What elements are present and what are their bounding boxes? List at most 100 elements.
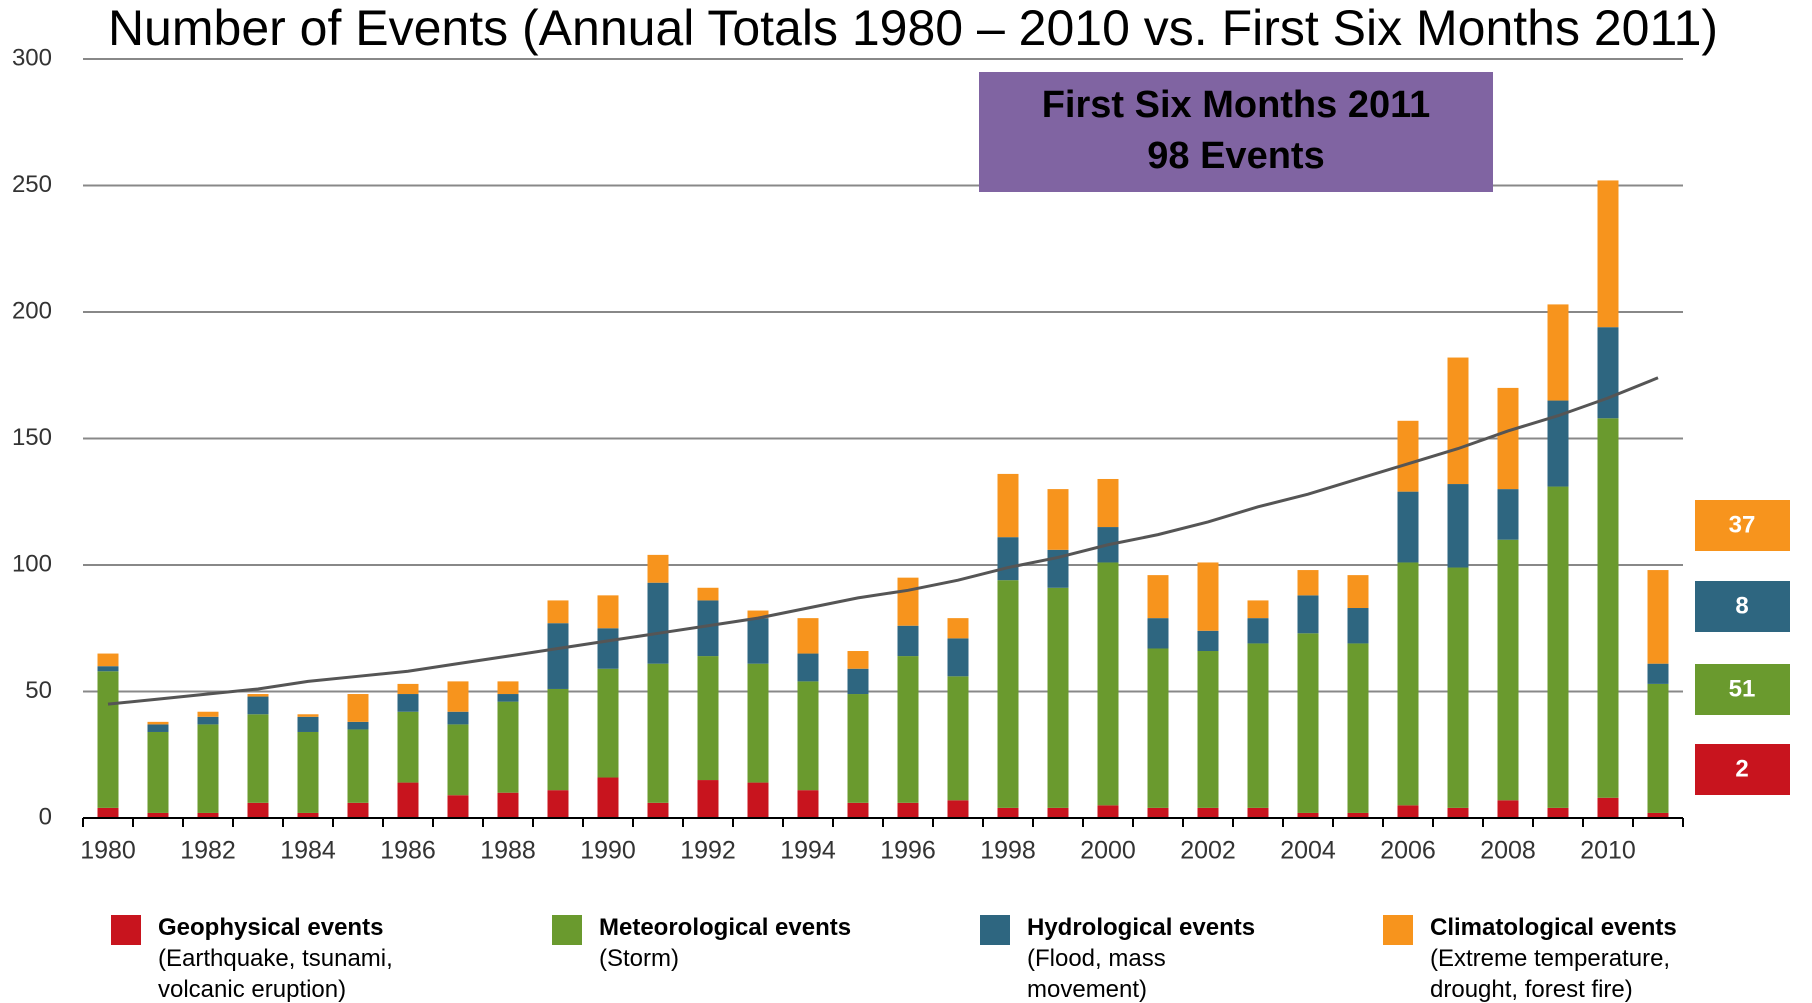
bar-segment [597, 668, 619, 778]
bar-segment [1397, 420, 1419, 492]
bar-segment [697, 780, 719, 818]
bar-segment [747, 782, 769, 818]
bar-segment [747, 618, 769, 664]
legend-swatch [111, 915, 141, 945]
bar-segment [547, 688, 569, 791]
bar-segment [797, 681, 819, 791]
x-tick-label: 1998 [980, 837, 1036, 865]
bar-segment [347, 721, 369, 730]
bar-segment [647, 663, 669, 803]
legend-entry: Meteorological events (Storm) [599, 912, 851, 974]
bar-segment [297, 731, 319, 813]
bar-segment [647, 802, 669, 818]
bar-segment [347, 729, 369, 803]
bar-segment [1097, 805, 1119, 818]
value-label-box [1695, 500, 1790, 551]
bar-segment [1547, 807, 1569, 818]
bar-segment [1297, 812, 1319, 818]
bar-segment [847, 651, 869, 669]
legend-description: movement) [1027, 976, 1148, 1003]
bar-segment [847, 668, 869, 695]
x-tick-label: 2010 [1580, 837, 1636, 865]
bar-segment [147, 731, 169, 813]
annotation-text: First Six Months 2011 [1042, 84, 1431, 126]
bar-segment [897, 625, 919, 657]
value-label-box [1695, 664, 1790, 715]
bar-segment [1247, 643, 1269, 808]
value-label: 2 [1735, 755, 1748, 782]
legend-description: volcanic eruption) [158, 976, 347, 1003]
legend-swatch [1383, 915, 1413, 945]
x-tick-label: 2008 [1480, 837, 1536, 865]
bar-segment [1597, 327, 1619, 419]
y-tick-label: 300 [12, 44, 52, 71]
value-label-box [1695, 744, 1790, 795]
x-tick-label: 1990 [580, 837, 636, 865]
bar-segment [797, 790, 819, 818]
bar-segment [197, 724, 219, 813]
bar-segment [497, 792, 519, 818]
bar-segment [1397, 562, 1419, 806]
bar-segment [147, 721, 169, 725]
legend-label: Meteorological events [599, 914, 852, 941]
bar-segment [997, 580, 1019, 808]
value-label: 37 [1729, 511, 1756, 538]
chart-title: Number of Events (Annual Totals 1980 – 2… [108, 0, 1718, 56]
legend-description: drought, forest fire) [1430, 976, 1633, 1003]
bar-segment [647, 582, 669, 664]
legend-description: (Extreme temperature, [1430, 945, 1671, 972]
annotation-text: 98 Events [1147, 135, 1324, 177]
x-tick-label: 1992 [680, 837, 736, 865]
bar-segment [1647, 683, 1669, 813]
bar-segment [1497, 387, 1519, 490]
legend-description: (Earthquake, tsunami, [158, 945, 393, 972]
legend-entry: Geophysical events (Earthquake, tsunami, v… [158, 912, 393, 1003]
x-tick-label: 1988 [480, 837, 536, 865]
y-tick-label: 200 [12, 297, 52, 324]
bar-segment [297, 714, 319, 717]
bar-segment [197, 812, 219, 818]
bar-segment [547, 790, 569, 818]
bar-segment [1647, 812, 1669, 818]
bar-segment [1447, 357, 1469, 485]
bar-segment [1647, 570, 1669, 664]
bar-segment [97, 653, 119, 667]
bar-segment [1347, 575, 1369, 609]
bar-segment [1347, 643, 1369, 813]
bar-segment [997, 537, 1019, 581]
bar-segment [1147, 618, 1169, 649]
bar-segment [1347, 812, 1369, 818]
bar-segment [1647, 663, 1669, 684]
bar-segment [547, 623, 569, 689]
bar-segment [947, 676, 969, 801]
legend-description: (Storm) [599, 945, 679, 972]
bar-segment [1597, 180, 1619, 328]
bar-segment [847, 694, 869, 803]
x-tick-label: 1986 [380, 837, 436, 865]
bar-segment [1547, 304, 1569, 401]
bar-segment [97, 671, 119, 808]
bar-segment [397, 683, 419, 695]
bar-segment [247, 696, 269, 715]
bar-segment [697, 600, 719, 657]
legend-label: Geophysical events [158, 914, 384, 941]
bar-segment [247, 802, 269, 818]
x-tick-label: 1982 [180, 837, 236, 865]
bar-segment [1597, 418, 1619, 798]
y-tick-label: 150 [12, 424, 52, 451]
legend-entry: Hydrological events (Flood, mass movement) [1027, 912, 1255, 1003]
bar-segment [1247, 618, 1269, 644]
bar-segment [1247, 807, 1269, 818]
bar-segment [597, 628, 619, 669]
bar-segment [197, 716, 219, 725]
bar-segment [747, 663, 769, 783]
bar-segment [1497, 489, 1519, 540]
bar-segment [297, 812, 319, 818]
bar-segment [797, 618, 819, 654]
bar-segment [997, 473, 1019, 538]
bar-segment [847, 802, 869, 818]
bar-segment [1147, 807, 1169, 818]
bar-segment [1147, 648, 1169, 808]
bar-segment [1247, 600, 1269, 619]
bar-segment [697, 656, 719, 781]
